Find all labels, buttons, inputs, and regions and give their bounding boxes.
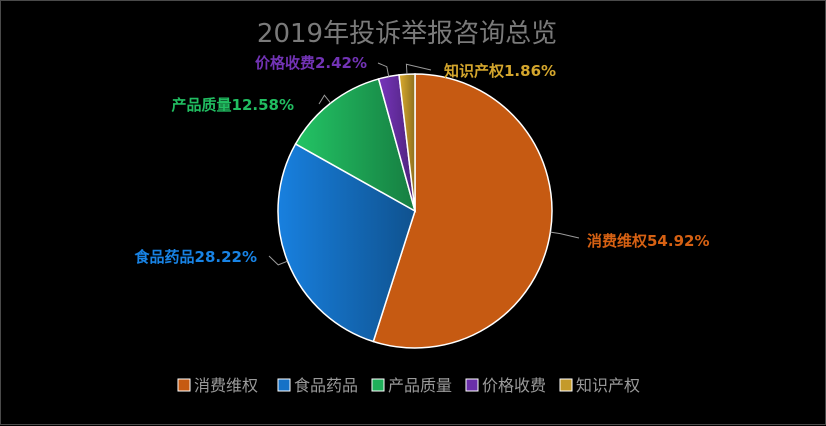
slice-label-product-quality: 产品质量12.58% xyxy=(172,96,294,114)
pie-slices xyxy=(277,73,553,349)
legend-label-consumer-rights: 消费维权 xyxy=(194,376,258,395)
leader-line-price-charge xyxy=(377,62,390,77)
legend-label-food-drug: 食品药品 xyxy=(294,376,358,395)
legend-item-consumer-rights[interactable]: 消费维权 xyxy=(177,376,258,395)
legend-item-price-charge[interactable]: 价格收费 xyxy=(465,376,546,395)
legend: 消费维权 食品药品 产品质量 价格收费 知识产权 xyxy=(177,376,640,395)
slice-label-ip: 知识产权1.86% xyxy=(444,62,556,80)
pie-slice-food-drug[interactable] xyxy=(277,142,416,343)
slice-label-food-drug: 食品药品28.22% xyxy=(135,248,257,266)
chart-title: 2019年投诉举报咨询总览 xyxy=(257,19,557,49)
legend-item-ip[interactable]: 知识产权 xyxy=(559,376,640,395)
legend-swatch-ip xyxy=(559,378,573,392)
slice-label-consumer-rights: 消费维权54.92% xyxy=(587,232,709,250)
legend-label-price-charge: 价格收费 xyxy=(482,376,546,395)
legend-item-product-quality[interactable]: 产品质量 xyxy=(371,376,452,395)
pie-slice-consumer-rights[interactable] xyxy=(372,73,553,349)
leader-line-ip xyxy=(405,63,432,75)
leader-line-consumer-rights xyxy=(550,231,580,239)
leader-line-product-quality xyxy=(318,94,331,105)
legend-swatch-food-drug xyxy=(277,378,291,392)
legend-item-food-drug[interactable]: 食品药品 xyxy=(277,376,358,395)
pie-slice-ip[interactable] xyxy=(398,73,416,212)
leader-line-food-drug xyxy=(268,255,288,266)
legend-label-product-quality: 产品质量 xyxy=(388,376,452,395)
legend-label-ip: 知识产权 xyxy=(576,376,640,395)
slice-label-price-charge: 价格收费2.42% xyxy=(255,54,367,72)
legend-swatch-product-quality xyxy=(371,378,385,392)
legend-swatch-consumer-rights xyxy=(177,378,191,392)
leader-lines xyxy=(268,62,580,266)
legend-swatch-price-charge xyxy=(465,378,479,392)
slice-labels: 消费维权54.92% 食品药品28.22% 产品质量12.58% 价格收费2.42% 知… xyxy=(135,54,710,266)
